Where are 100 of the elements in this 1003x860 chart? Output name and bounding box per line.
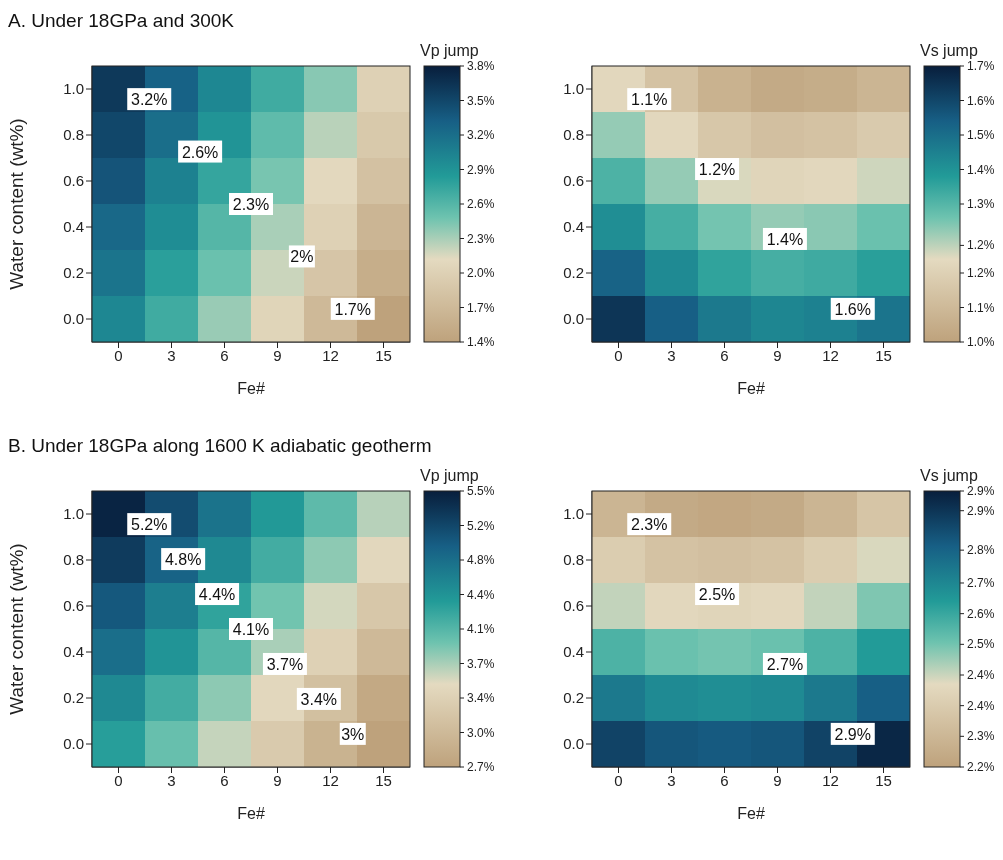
color-bar-label: 2.9% — [967, 484, 995, 498]
color-bar-label: 2.7% — [967, 575, 995, 590]
color-bar-label: 2.3% — [967, 729, 995, 744]
color-bar-label: 2.5% — [967, 637, 995, 652]
x-tick-label: 12 — [822, 771, 839, 789]
y-tick-label: 0.4 — [563, 643, 584, 661]
color-bar-label: 1.2% — [967, 238, 995, 253]
color-bar-label: 1.7% — [467, 300, 495, 315]
color-bar-label: 2.9% — [967, 503, 995, 518]
color-bar-label: 2.2% — [967, 760, 995, 774]
x-tick-label: 0 — [614, 771, 623, 789]
color-bar-label: 4.4% — [467, 587, 495, 602]
x-tick-label: 12 — [322, 346, 339, 364]
color-bar-label: 2.7% — [467, 760, 495, 774]
x-tick-label: 9 — [773, 346, 782, 364]
x-tick-label: 15 — [875, 346, 892, 364]
color-bar-label: 3.7% — [467, 656, 495, 671]
y-tick-label: 0.4 — [563, 218, 584, 236]
y-tick-label: 0.2 — [563, 689, 584, 707]
x-tick-label: 9 — [273, 771, 282, 789]
y-tick-label: 1.0 — [563, 80, 584, 98]
y-tick-label: 0.6 — [563, 172, 584, 190]
annotation: 3.7% — [266, 655, 304, 673]
x-tick-label: 0 — [114, 771, 123, 789]
x-axis-title: Fe# — [237, 380, 265, 397]
x-tick-label: 0 — [114, 346, 123, 364]
annotation: 4.1% — [232, 621, 270, 638]
x-tick-label: 9 — [773, 771, 782, 789]
x-tick-label: 6 — [220, 346, 229, 364]
color-bar-label: 1.2% — [967, 266, 995, 280]
x-tick-label: 3 — [667, 346, 676, 364]
annotation: 2.3% — [631, 516, 668, 534]
y-tick-label: 0.8 — [563, 126, 584, 144]
x-tick-label: 3 — [667, 771, 676, 789]
color-bar-label: 1.6% — [967, 93, 995, 108]
y-tick-label: 0.6 — [563, 597, 584, 615]
x-tick-label: 6 — [220, 771, 229, 789]
color-bar-label: 3.4% — [467, 691, 495, 705]
color-bar-title: Vs jump — [920, 467, 978, 484]
color-bar-label: 2.6% — [467, 197, 495, 211]
color-bar-label: 2.4% — [967, 698, 995, 713]
x-tick-label: 6 — [720, 346, 729, 364]
x-tick-label: 15 — [375, 346, 392, 364]
y-tick-label: 0.2 — [63, 264, 84, 282]
annotation: 3.2% — [131, 91, 168, 109]
y-tick-label: 1.0 — [63, 505, 84, 523]
annotation: 1.7% — [334, 300, 371, 318]
annotation: 2.6% — [181, 143, 219, 161]
annotation: 2.3% — [232, 196, 270, 213]
y-tick-label: 1.0 — [63, 80, 84, 98]
y-tick-label: 0.8 — [563, 551, 584, 569]
annotation: 2.7% — [766, 655, 804, 673]
x-tick-label: 15 — [875, 771, 892, 789]
y-tick-label: 0.6 — [63, 172, 84, 190]
y-tick-label: 0.6 — [63, 597, 84, 615]
y-tick-label: 0.8 — [63, 551, 84, 569]
color-bar-title: Vp jump — [420, 42, 479, 59]
annotation: 4.4% — [198, 586, 236, 604]
color-bar-label: 3.2% — [467, 128, 495, 142]
x-tick-label: 0 — [614, 346, 623, 364]
chart-title: A. Under 18GPa and 300K — [8, 10, 235, 32]
annotation: 4.8% — [164, 551, 202, 569]
y-tick-label: 0.4 — [63, 643, 84, 661]
x-tick-label: 9 — [273, 346, 282, 364]
x-tick-label: 3 — [167, 346, 176, 364]
color-bar-label: 3.0% — [467, 725, 495, 740]
x-axis-title: Fe# — [737, 805, 765, 822]
annotation: 1.1% — [631, 91, 668, 109]
y-tick-label: 0.2 — [563, 264, 584, 282]
color-bar-label: 5.2% — [467, 518, 495, 533]
annotation: 5.2% — [131, 516, 168, 534]
color-bar-label: 2.0% — [467, 266, 495, 280]
color-bar-label: 1.0% — [967, 335, 995, 349]
color-bar-label: 4.1% — [467, 622, 495, 636]
annotation: 2.9% — [834, 725, 871, 743]
annotation: 1.4% — [766, 230, 804, 248]
color-bar-label: 5.5% — [467, 484, 495, 498]
color-bar-label: 2.6% — [967, 606, 995, 621]
color-bar-label: 1.7% — [967, 59, 995, 73]
y-tick-label: 0.0 — [63, 735, 84, 753]
x-tick-label: 12 — [322, 771, 339, 789]
color-bar-label: 2.3% — [467, 231, 495, 246]
annotation: 2.5% — [698, 586, 736, 604]
y-tick-label: 0.0 — [563, 310, 584, 328]
y-tick-label: 0.0 — [563, 735, 584, 753]
color-bar-label: 3.8% — [467, 59, 495, 73]
color-bar-label: 2.4% — [967, 668, 995, 683]
color-bar-label: 1.1% — [967, 300, 995, 315]
annotation: 2% — [290, 248, 314, 266]
color-bar-label: 2.9% — [467, 162, 495, 177]
annotation: 1.2% — [698, 161, 736, 179]
y-tick-label: 0.0 — [63, 310, 84, 328]
x-axis-title: Fe# — [737, 380, 765, 397]
x-tick-label: 6 — [720, 771, 729, 789]
color-bar-label: 1.4% — [967, 162, 995, 177]
annotation: 3.4% — [300, 690, 338, 708]
y-tick-label: 1.0 — [563, 505, 584, 523]
color-bar-title: Vs jump — [920, 42, 978, 59]
annotation: 1.6% — [834, 300, 871, 318]
color-bar-title: Vp jump — [420, 467, 479, 484]
